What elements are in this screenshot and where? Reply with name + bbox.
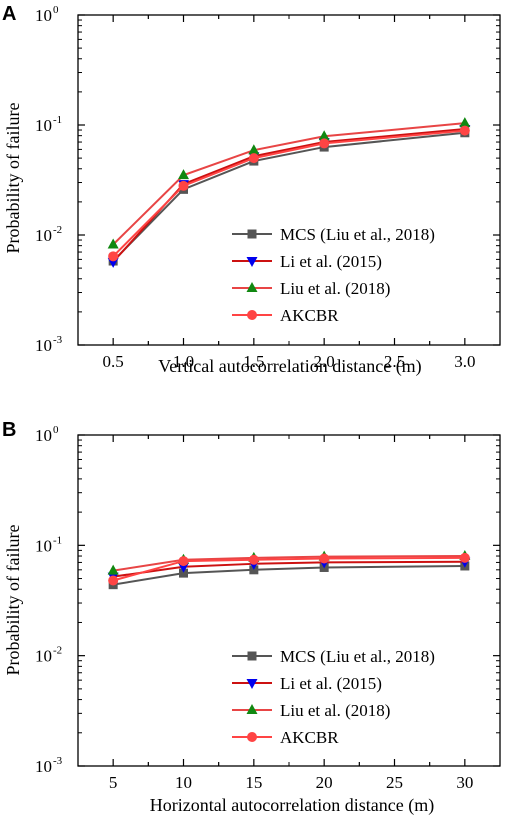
data-point (107, 564, 119, 575)
y-tick-label: 10 (35, 116, 52, 135)
y-tick-exponent: 0 (53, 424, 59, 436)
data-point (178, 169, 189, 180)
data-point (459, 552, 470, 563)
data-point (178, 556, 189, 567)
data-point (319, 553, 330, 564)
y-tick-exponent: -1 (53, 114, 62, 126)
series-3 (108, 125, 470, 262)
legend-marker (246, 679, 258, 689)
y-axis-title-b: Probability of failure (3, 525, 23, 676)
data-point (178, 180, 189, 191)
legend-label: Li et al. (2015) (280, 252, 382, 271)
x-tick-label: 0.5 (103, 352, 124, 371)
x-tick-label: 1.5 (243, 352, 264, 371)
y-tick-exponent: -2 (53, 224, 62, 236)
series-1 (107, 557, 471, 583)
legend-label: MCS (Liu et al., 2018) (280, 647, 435, 666)
x-tick-label: 10 (175, 773, 192, 792)
y-tick-exponent: 0 (53, 4, 59, 16)
data-point (318, 130, 330, 141)
x-tick-label: 15 (245, 773, 262, 792)
data-point (179, 568, 188, 578)
y-tick-label: 10 (35, 426, 52, 445)
series-3 (108, 552, 470, 586)
data-point (248, 554, 259, 565)
legend-label: AKCBR (280, 728, 339, 747)
x-axis-title-a: Vertical autocorrelation distance (m) (158, 356, 421, 377)
legend-marker (247, 651, 257, 661)
y-tick-exponent: -3 (53, 334, 63, 346)
x-tick-label: 30 (456, 773, 473, 792)
legend-marker (247, 229, 257, 239)
legend-marker (246, 704, 258, 714)
y-tick-label: 10 (35, 6, 52, 25)
legend-label: AKCBR (280, 306, 339, 325)
data-point (459, 117, 471, 128)
legend-marker (246, 282, 258, 292)
x-tick-label: 1.0 (173, 352, 194, 371)
legend-label: MCS (Liu et al., 2018) (280, 225, 435, 244)
y-tick-exponent: -3 (53, 755, 63, 767)
y-tick-exponent: -2 (53, 645, 62, 657)
data-point (319, 138, 330, 149)
data-point (459, 125, 470, 136)
y-tick-label: 10 (35, 226, 52, 245)
legend-label: Liu et al. (2018) (280, 701, 390, 720)
y-tick-exponent: -1 (53, 534, 62, 546)
data-point (108, 575, 119, 586)
x-tick-label: 2.0 (314, 352, 335, 371)
y-tick-label: 10 (35, 336, 52, 355)
y-tick-label: 10 (35, 757, 52, 776)
legend-marker (247, 732, 257, 742)
x-tick-label: 2.5 (384, 352, 405, 371)
series-2 (107, 117, 471, 249)
legend-marker (247, 310, 257, 320)
legend: MCS (Liu et al., 2018) Li et al. (2015) Li… (232, 225, 435, 325)
data-point (248, 153, 259, 164)
y-tick-label: 10 (35, 647, 52, 666)
x-tick-label: 3.0 (454, 352, 475, 371)
x-tick-label: 20 (316, 773, 333, 792)
legend: MCS (Liu et al., 2018) Li et al. (2015) Li… (232, 647, 435, 747)
x-tick-label: 5 (109, 773, 118, 792)
y-axis-title-a: Probability of failure (3, 103, 23, 254)
panel-label-b: B (2, 419, 16, 441)
x-tick-label: 25 (386, 773, 403, 792)
series-0 (108, 561, 470, 590)
data-point (108, 251, 119, 262)
panel-label-a: A (2, 3, 16, 25)
legend-marker (246, 257, 258, 267)
legend-label: Li et al. (2015) (280, 674, 382, 693)
y-tick-label: 10 (35, 536, 52, 555)
data-point (248, 144, 260, 155)
legend-label: Liu et al. (2018) (280, 279, 390, 298)
data-point (107, 238, 119, 249)
x-axis-title-b: Horizontal autocorrelation distance (m) (150, 795, 434, 816)
